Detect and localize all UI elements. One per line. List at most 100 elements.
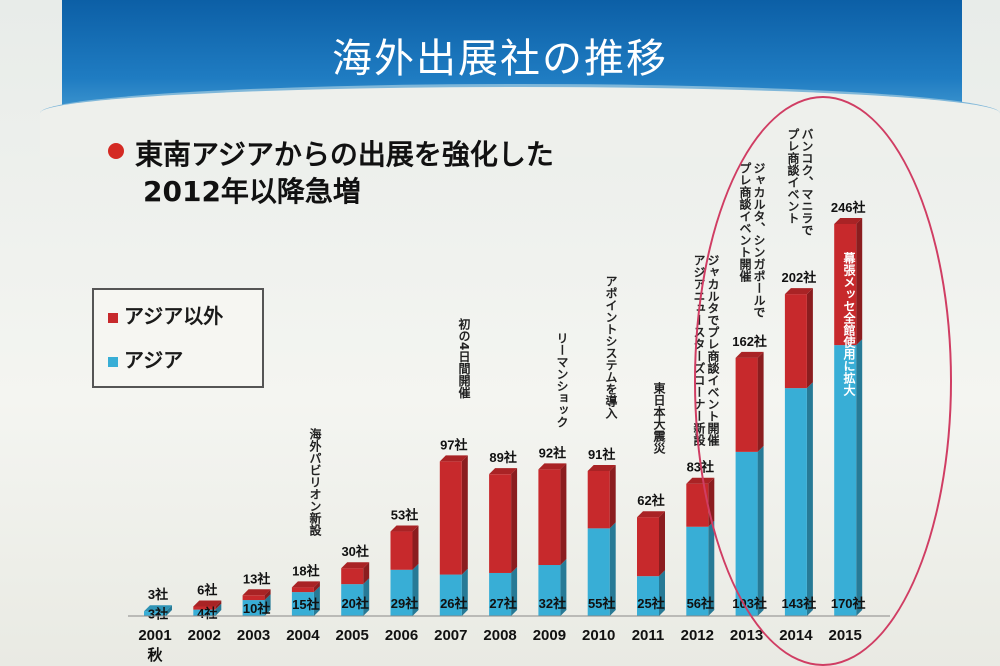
total-label-2003: 13社: [243, 571, 270, 586]
total-label-2005: 30社: [341, 544, 368, 559]
bar-cap-2002: [193, 600, 222, 607]
bar-other-2011-side: [659, 511, 665, 577]
asia-label-2003: 10社: [243, 601, 270, 616]
annotation-2011: 東日本大震災: [652, 382, 666, 454]
asia-label-2008: 27社: [489, 596, 516, 611]
asia-label-2002: 4社: [197, 606, 217, 621]
x-tick-2006: 2006: [385, 627, 418, 644]
legend-item-other: アジア以外: [108, 300, 223, 329]
bar-cap-2011: [637, 511, 665, 518]
slide-title: 海外出展社の推移: [332, 36, 668, 82]
bar-asia-2010: [587, 528, 610, 616]
bar-other-2006: [390, 531, 413, 570]
subtitle-line-1: 東南アジアからの出展を強化した: [135, 138, 554, 171]
bar-asia-2009: [538, 565, 561, 616]
bar-other-2011: [637, 517, 659, 577]
total-label-2006: 53社: [391, 508, 418, 523]
legend-swatch-asia: [108, 356, 118, 367]
bar-asia-2006-side: [412, 563, 419, 616]
x-tick-2009: 2009: [533, 627, 566, 644]
x-tick-2002: 2002: [188, 627, 221, 644]
bar-other-2005-side: [363, 562, 370, 585]
bar-cap-2009: [538, 463, 567, 470]
asia-label-2010: 55社: [588, 596, 615, 611]
legend-label-other: アジア以外: [124, 304, 224, 328]
legend-swatch-other: [108, 312, 118, 323]
x-tick-2007: 2007: [434, 627, 467, 644]
x-tick-2003: 2003: [237, 627, 270, 644]
bar-cap-2008: [489, 468, 518, 475]
bar-other-2009-side: [560, 463, 567, 566]
bar-other-2004: [291, 587, 314, 593]
annotation-2010: アポイントシステムを導入: [604, 275, 618, 419]
bar-asia-2008-side: [511, 566, 518, 616]
bar-asia-2007-side: [461, 568, 468, 616]
total-label-2009: 92社: [539, 445, 566, 460]
x-tick-2010: 2010: [582, 627, 615, 644]
bar-asia-2010-side: [609, 522, 616, 616]
bar-asia-2011-side: [659, 570, 665, 616]
total-label-2002: 6社: [197, 582, 217, 597]
x-tick-2008: 2008: [483, 627, 516, 644]
bar-other-2010-side: [609, 464, 616, 529]
annotation-2007: 初の4日間開催: [457, 318, 471, 399]
legend-label-asia: アジア: [124, 348, 184, 372]
x-subtick-2001: 秋: [147, 646, 163, 664]
bar-asia-2006: [390, 569, 413, 616]
bar-cap-2001: [144, 605, 172, 612]
bar-asia-2009-side: [560, 559, 567, 616]
asia-label-2011: 25社: [637, 596, 664, 611]
bar-asia-2001-side: [166, 605, 172, 616]
bar-other-2006-side: [412, 525, 419, 570]
asia-label-2001: 3社: [148, 607, 168, 622]
bar-asia-2008: [489, 572, 512, 616]
x-tick-2012: 2012: [681, 627, 714, 644]
bar-cap-2006: [390, 525, 419, 532]
bar-asia-2012: [686, 526, 709, 616]
bar-asia-2003: [242, 600, 265, 616]
bar-asia-2007: [439, 574, 462, 616]
bar-other-2008: [489, 474, 512, 573]
bar-other-2010: [587, 470, 610, 529]
legend-item-asia: アジア: [108, 344, 183, 373]
bar-other-2007-side: [461, 455, 468, 575]
bar-other-2012: [686, 483, 709, 527]
total-label-2001: 3社: [148, 587, 168, 602]
bullet-dot: [108, 143, 124, 159]
x-tick-2011: 2011: [632, 627, 665, 644]
x-tick-2005: 2005: [336, 627, 369, 644]
asia-label-2012: 56社: [687, 596, 714, 611]
bar-asia-2005: [341, 584, 364, 616]
subtitle-line-2: 2012年以降急増: [143, 175, 361, 208]
bar-cap-2005: [341, 562, 370, 569]
bar-asia-2012-side: [708, 520, 715, 616]
asia-label-2005: 20社: [341, 596, 368, 611]
annotation-2004: 海外パビリオン新設: [308, 428, 322, 536]
bar-cap-2010: [587, 464, 616, 471]
bar-other-2004-side: [313, 581, 320, 593]
asia-label-2004: 15社: [292, 597, 319, 612]
bar-asia-2004-side: [313, 586, 320, 616]
bar-asia-2002-side: [215, 603, 222, 616]
x-tick-2004: 2004: [286, 627, 320, 644]
bar-other-2002-side: [215, 600, 222, 610]
x-tick-2013: 2013: [730, 627, 763, 644]
bar-asia-2011: [637, 576, 659, 616]
bar-other-2008-side: [511, 468, 518, 573]
chart-legend: アジア以外 アジア: [92, 288, 264, 388]
total-label-2007: 97社: [440, 437, 467, 452]
total-label-2010: 91社: [588, 447, 615, 462]
bar-cap-2004: [291, 581, 320, 588]
asia-label-2009: 32社: [539, 596, 566, 611]
bar-asia-2004: [291, 592, 314, 616]
x-tick-2001: 2001: [138, 627, 171, 644]
bar-asia-2003-side: [264, 594, 271, 616]
bar-other-2003: [242, 595, 265, 601]
annotation-2015: 幕張メッセ全館使用に拡大: [842, 252, 856, 396]
bar-cap-2003: [242, 589, 271, 596]
bar-other-2009: [538, 469, 561, 566]
bar-cap-2007: [439, 455, 468, 462]
bar-asia-2001: [144, 611, 166, 616]
annotation-2009: リーマンショック: [555, 332, 569, 428]
bar-other-2002: [193, 606, 216, 610]
